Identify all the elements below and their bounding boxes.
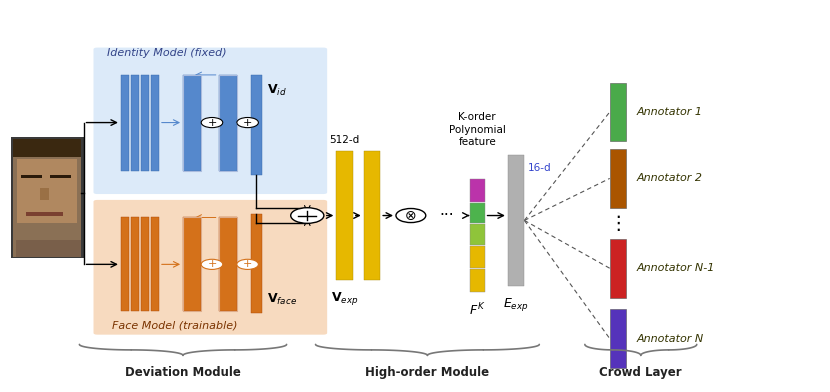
Text: $\mathbf{V}_{id}$: $\mathbf{V}_{id}$ — [266, 83, 286, 98]
Text: 16-d: 16-d — [528, 163, 551, 173]
FancyBboxPatch shape — [13, 139, 81, 157]
Text: High-order Module: High-order Module — [365, 366, 490, 379]
FancyBboxPatch shape — [364, 151, 380, 280]
FancyBboxPatch shape — [183, 218, 201, 311]
FancyBboxPatch shape — [141, 218, 149, 311]
FancyBboxPatch shape — [470, 224, 485, 245]
FancyBboxPatch shape — [251, 75, 261, 174]
Text: Face Model (trainable): Face Model (trainable) — [112, 321, 237, 331]
Text: Annotator N-1: Annotator N-1 — [637, 263, 715, 273]
FancyBboxPatch shape — [41, 188, 49, 200]
Text: $E_{exp}$: $E_{exp}$ — [503, 296, 529, 312]
Circle shape — [237, 259, 258, 269]
Circle shape — [201, 118, 222, 128]
Circle shape — [237, 118, 258, 128]
Text: Deviation Module: Deviation Module — [125, 366, 241, 379]
FancyBboxPatch shape — [22, 174, 42, 178]
Text: ⋮: ⋮ — [608, 214, 627, 233]
Text: 512-d: 512-d — [330, 135, 359, 145]
FancyBboxPatch shape — [13, 139, 81, 257]
Circle shape — [396, 209, 426, 223]
FancyBboxPatch shape — [131, 218, 139, 311]
FancyBboxPatch shape — [183, 75, 201, 171]
FancyBboxPatch shape — [470, 269, 485, 292]
Text: +: + — [208, 260, 217, 269]
Text: +: + — [243, 118, 252, 127]
FancyBboxPatch shape — [121, 218, 129, 311]
Text: Crowd Layer: Crowd Layer — [599, 366, 682, 379]
FancyBboxPatch shape — [610, 149, 627, 208]
FancyBboxPatch shape — [218, 75, 237, 171]
Text: $\mathbf{V}_{exp}$: $\mathbf{V}_{exp}$ — [331, 290, 359, 307]
FancyBboxPatch shape — [17, 159, 77, 223]
Text: Annotator 2: Annotator 2 — [637, 173, 702, 183]
FancyBboxPatch shape — [610, 309, 627, 368]
Circle shape — [290, 208, 324, 223]
FancyBboxPatch shape — [141, 75, 149, 171]
Text: $F^K$: $F^K$ — [469, 301, 486, 318]
FancyBboxPatch shape — [51, 174, 71, 178]
FancyBboxPatch shape — [121, 75, 129, 171]
FancyBboxPatch shape — [336, 151, 353, 280]
Text: Annotator N: Annotator N — [637, 334, 704, 343]
FancyBboxPatch shape — [470, 246, 485, 268]
FancyBboxPatch shape — [151, 218, 159, 311]
FancyBboxPatch shape — [610, 83, 627, 141]
Text: Annotator 1: Annotator 1 — [637, 107, 702, 117]
Text: ···: ··· — [439, 208, 454, 223]
FancyBboxPatch shape — [151, 75, 159, 171]
FancyBboxPatch shape — [94, 200, 327, 335]
FancyBboxPatch shape — [251, 214, 261, 313]
FancyBboxPatch shape — [218, 218, 237, 311]
FancyBboxPatch shape — [470, 179, 485, 202]
Text: +: + — [243, 260, 252, 269]
Circle shape — [201, 259, 222, 269]
FancyBboxPatch shape — [11, 138, 84, 258]
FancyBboxPatch shape — [16, 240, 81, 257]
Text: K-order
Polynomial
feature: K-order Polynomial feature — [449, 113, 505, 147]
Text: ⊗: ⊗ — [405, 209, 417, 223]
Text: Identity Model (fixed): Identity Model (fixed) — [106, 49, 227, 58]
FancyBboxPatch shape — [470, 203, 485, 223]
FancyBboxPatch shape — [508, 155, 525, 286]
Text: $\mathbf{V}_{face}$: $\mathbf{V}_{face}$ — [266, 292, 297, 307]
FancyBboxPatch shape — [131, 75, 139, 171]
FancyBboxPatch shape — [610, 239, 627, 298]
FancyBboxPatch shape — [94, 47, 327, 194]
Text: +: + — [208, 118, 217, 127]
FancyBboxPatch shape — [26, 212, 63, 216]
